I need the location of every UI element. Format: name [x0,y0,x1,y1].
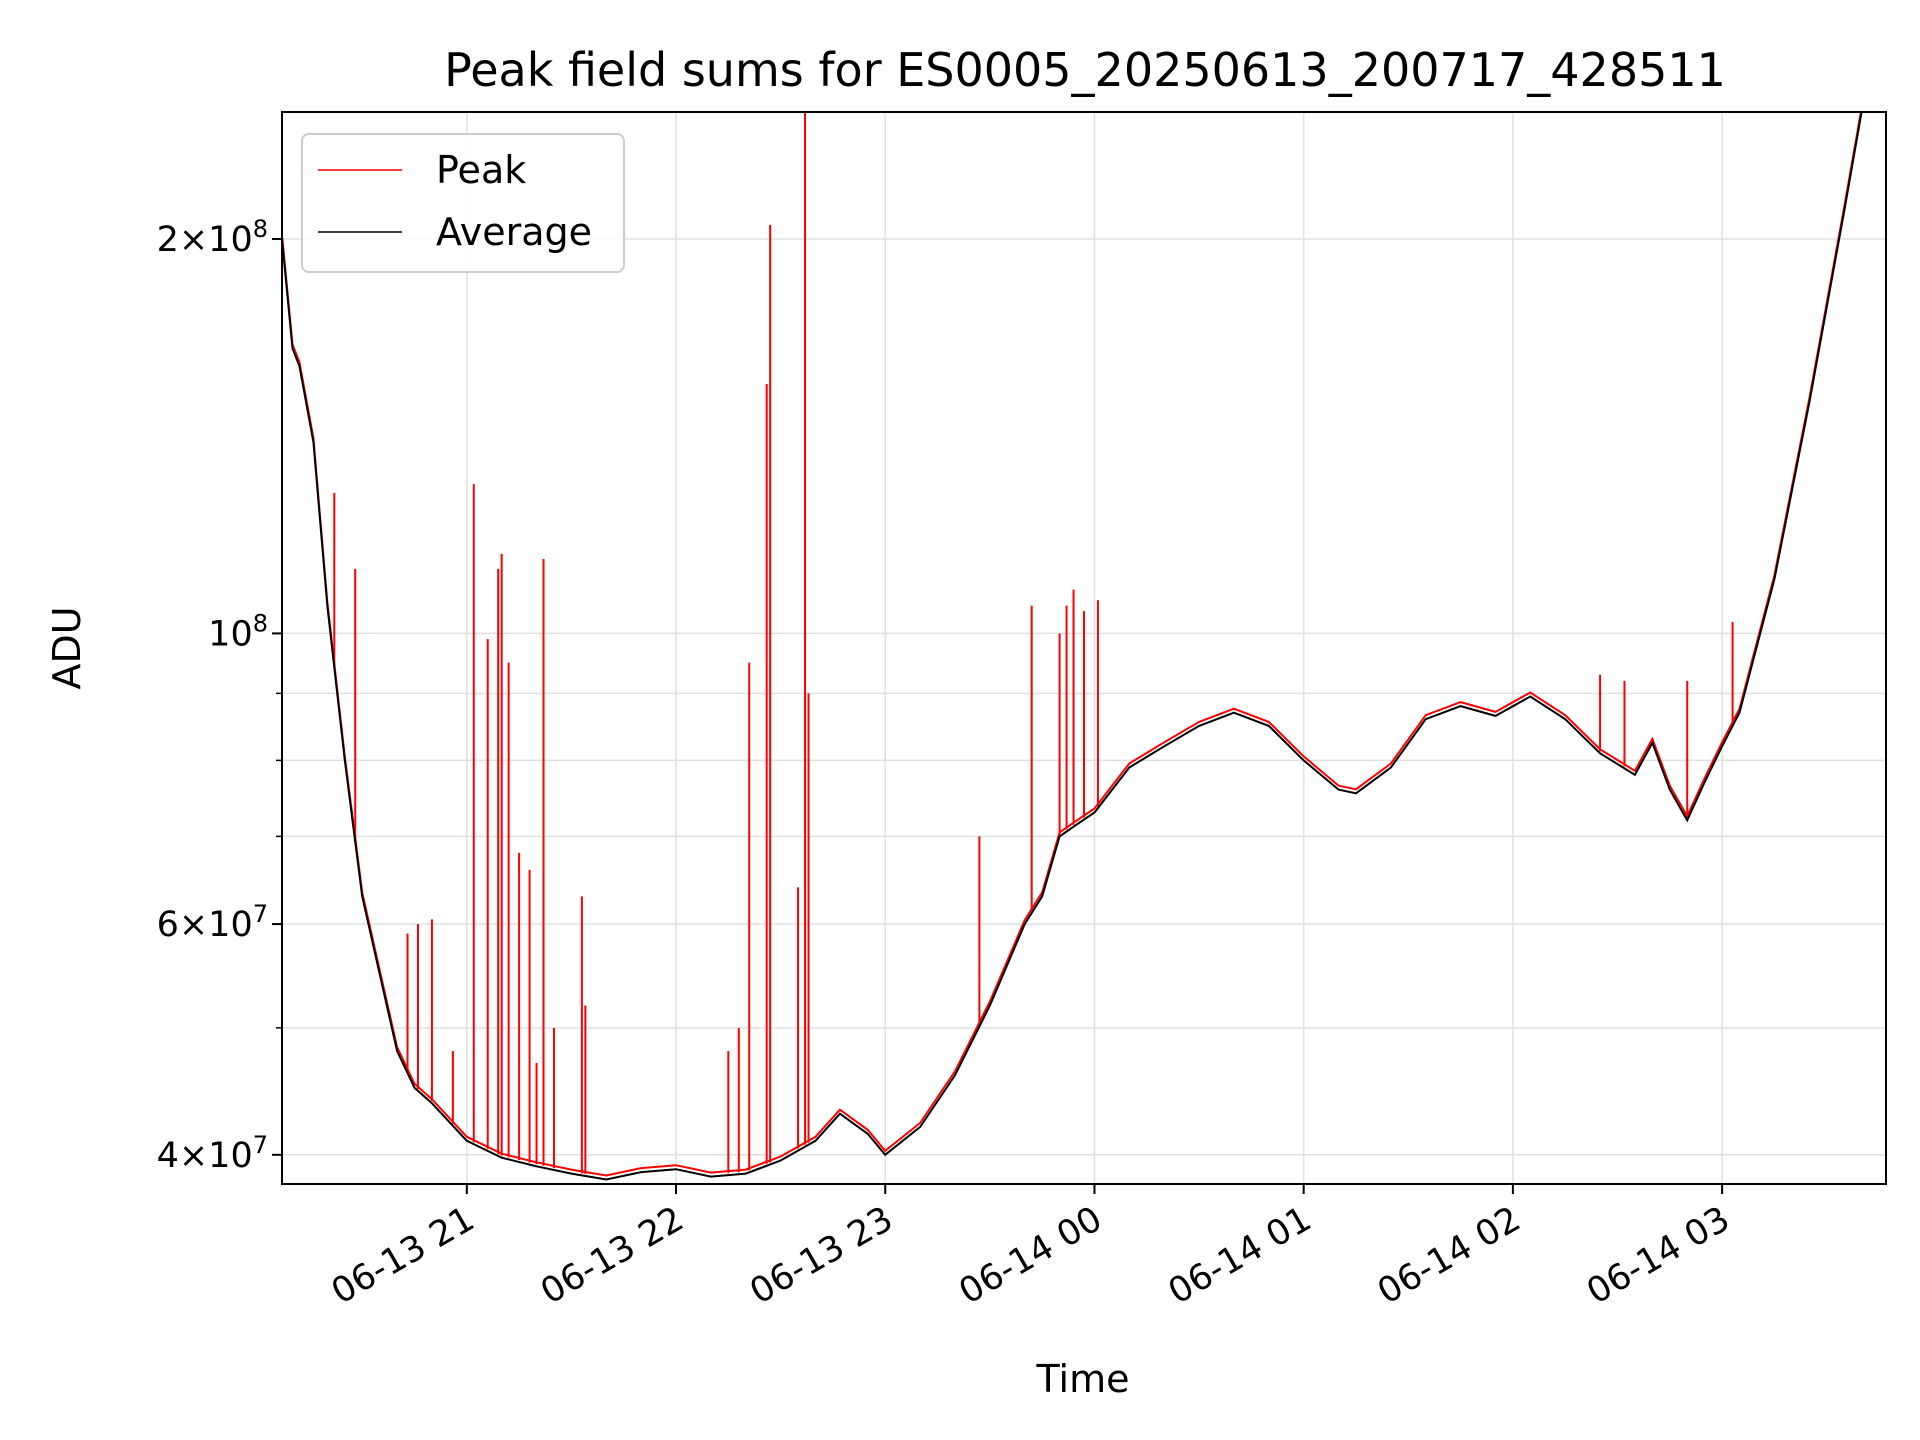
x-tick-label: 06-14 02 [1371,1199,1527,1312]
x-tick-label: 06-13 23 [743,1199,899,1312]
y-axis-label: ADU [45,606,89,689]
x-tick-label: 06-13 21 [325,1199,481,1312]
legend-box [301,133,625,273]
y-tick-label: 4×107 [157,1131,268,1176]
legend-label-peak: Peak [436,148,526,192]
x-axis: 06-13 21 06-13 22 06-13 23 06-14 00 06-14 01… [325,1184,1737,1312]
x-tick-label: 06-14 00 [953,1199,1109,1312]
x-axis-label: Time [1036,1357,1130,1401]
average-series-line [282,112,1863,1181]
plot-frame [281,111,1887,1185]
y-tick-label: 6×107 [157,900,268,945]
legend: Peak Average [301,133,625,273]
y-tick-label: 108 [208,609,268,654]
grid [282,112,1886,1184]
plot-series [282,112,1863,1181]
x-tick-label: 06-14 01 [1162,1199,1318,1312]
x-tick-label: 06-13 22 [534,1199,690,1312]
legend-label-average: Average [436,210,592,254]
x-tick-label: 06-14 03 [1580,1199,1736,1312]
y-tick-label: 2×108 [157,215,268,260]
chart-title: Peak field sums for ES0005_20250613_2007… [444,43,1726,97]
y-axis: 4×107 6×107 108 2×108 [157,215,282,1176]
peak-series-line [282,112,1862,1177]
